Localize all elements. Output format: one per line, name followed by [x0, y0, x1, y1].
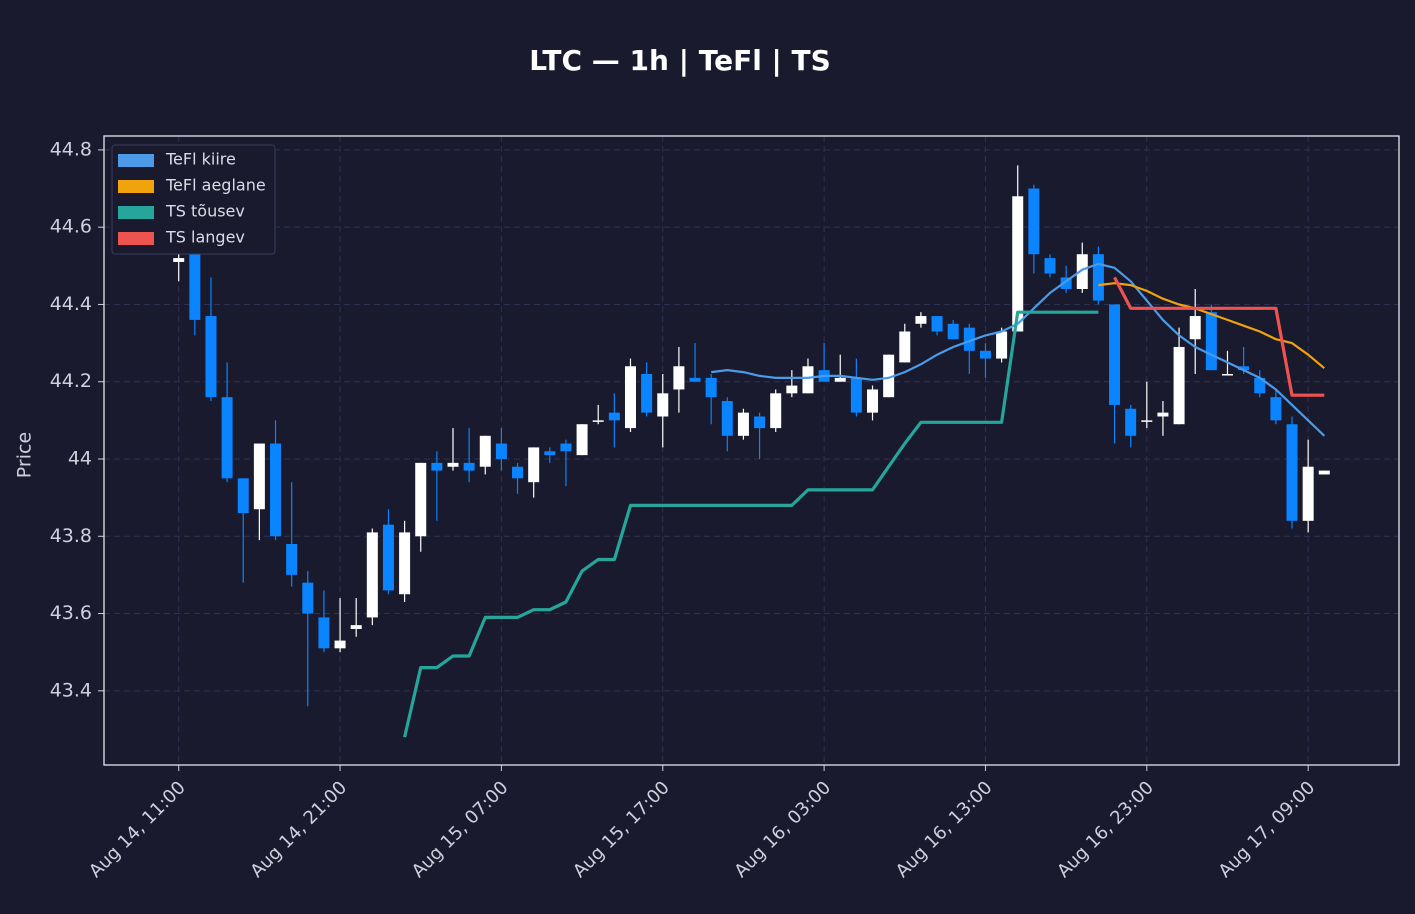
candle-body: [479, 435, 491, 467]
legend-swatch: [118, 154, 154, 167]
candle-body: [754, 416, 766, 429]
candle-body: [1125, 408, 1137, 436]
candle-body: [721, 401, 733, 436]
candle-body: [689, 377, 701, 382]
legend: TeFl kiire TeFl aeglane TS tõusev TS langev: [111, 144, 276, 255]
candle-body: [512, 466, 524, 479]
legend-swatch: [118, 206, 154, 219]
y-tick-label: 44.4: [50, 293, 92, 315]
candle-body: [1189, 316, 1201, 340]
candle-body: [302, 582, 314, 614]
candle-body: [624, 366, 636, 429]
candle-body: [1028, 188, 1040, 255]
overlay-line: [1098, 282, 1326, 370]
overlay-line: [403, 310, 1099, 738]
candle-body: [641, 374, 653, 413]
candle-body: [1012, 196, 1024, 332]
plot-frame: [103, 135, 1400, 766]
candle-body: [1141, 420, 1153, 422]
candle-body: [673, 366, 685, 390]
candle-body: [1286, 424, 1298, 521]
chart-title: LTC — 1h | TeFl | TS: [529, 44, 831, 77]
candle-body: [318, 617, 330, 649]
candle-body: [576, 424, 588, 456]
candle-body: [237, 478, 249, 514]
candle-body: [657, 393, 669, 417]
candle-body: [431, 462, 443, 471]
y-tick-label: 44.6: [50, 216, 92, 238]
candle-body: [253, 443, 265, 510]
y-tick-label: 44.8: [50, 138, 92, 160]
y-tick-label: 44: [68, 448, 92, 470]
candle-body: [189, 246, 201, 320]
y-tick-label: 43.4: [50, 679, 92, 701]
candle-body: [1109, 304, 1121, 405]
candle-body: [947, 323, 959, 340]
candle-body: [382, 524, 394, 591]
candle-body: [1254, 377, 1266, 394]
candle-body: [1221, 374, 1233, 376]
legend-label: TS tõusev: [165, 202, 245, 221]
candle-body: [399, 532, 411, 595]
candle-body: [737, 412, 749, 436]
candle-body: [1044, 258, 1056, 274]
candle-body: [544, 451, 556, 456]
candle-body: [495, 443, 507, 459]
candle-body: [334, 640, 346, 649]
legend-label: TeFl kiire: [165, 150, 236, 169]
legend-box: [111, 144, 276, 255]
overlay-line: [711, 262, 1326, 437]
candle-body: [705, 377, 717, 398]
candle-body: [463, 462, 475, 471]
candle-body: [350, 625, 362, 629]
candle-body: [528, 447, 540, 483]
candle-body: [286, 544, 298, 575]
candle-body: [608, 412, 620, 421]
candle-body: [931, 316, 943, 332]
candle-body: [979, 350, 991, 359]
y-tick-label: 43.8: [50, 525, 92, 547]
candle-body: [173, 258, 185, 262]
candle-body: [802, 366, 814, 394]
candle-body: [560, 443, 572, 452]
candle-body: [1060, 277, 1072, 289]
candle-body: [834, 377, 846, 382]
candle-body: [867, 389, 879, 413]
legend-label: TS langev: [165, 228, 245, 247]
candle-body: [1157, 412, 1169, 417]
candle-body: [996, 331, 1008, 359]
candle-body: [205, 316, 217, 398]
candle-body: [1092, 254, 1104, 301]
candle-body: [963, 327, 975, 351]
y-tick-label: 43.6: [50, 602, 92, 624]
legend-label: TeFl aeglane: [165, 176, 266, 195]
candle-body: [270, 443, 282, 537]
y-tick-label: 44.2: [50, 370, 92, 392]
candle-body: [1270, 397, 1282, 421]
candle-body: [850, 377, 862, 413]
candle-body: [786, 385, 798, 394]
candle-body: [1076, 254, 1088, 289]
candle-body: [221, 397, 233, 479]
candle-body: [1238, 366, 1250, 371]
y-axis-label: Price: [14, 432, 36, 478]
candle-body: [883, 354, 895, 398]
candle-body: [770, 393, 782, 429]
candle-body: [899, 331, 911, 363]
candle-body: [447, 462, 459, 467]
candle-body: [915, 316, 927, 324]
candle-body: [592, 420, 604, 422]
legend-swatch: [118, 232, 154, 245]
candle-body: [1302, 466, 1314, 521]
candle-body: [366, 532, 378, 618]
candle-body: [415, 462, 427, 537]
candle-body: [1205, 312, 1217, 371]
candle-body: [1318, 470, 1330, 475]
candle-body: [1173, 346, 1185, 425]
legend-swatch: [118, 180, 154, 193]
overlay-line: [1113, 276, 1325, 397]
